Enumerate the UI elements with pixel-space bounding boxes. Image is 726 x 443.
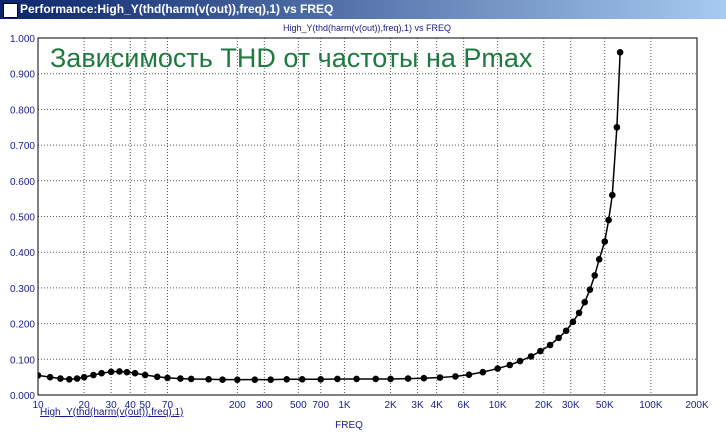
data-point	[65, 375, 73, 383]
legend-entry: High_Y(thd(harm(v(out)),freq),1)	[40, 407, 183, 418]
data-point	[90, 371, 97, 379]
data-point	[436, 374, 444, 381]
data-point	[219, 376, 226, 383]
data-point	[57, 375, 64, 382]
window-icon	[3, 3, 18, 18]
x-axis-label: FREQ	[335, 420, 363, 431]
data-point	[80, 373, 88, 381]
x-tick-label: 20K	[535, 400, 553, 411]
data-point	[591, 272, 599, 279]
x-tick-label: 50K	[596, 400, 614, 411]
data-point	[546, 341, 554, 349]
data-point	[98, 369, 105, 377]
data-point	[608, 191, 616, 199]
data-point	[73, 375, 81, 382]
data-point	[298, 375, 306, 383]
data-point	[605, 216, 612, 224]
y-tick-label: 0.900	[10, 70, 35, 81]
y-tick-label: 1.000	[10, 34, 35, 45]
data-point	[334, 375, 341, 383]
data-point	[107, 368, 115, 376]
chart: High_Y(thd(harm(v(out)),freq),1) vs FREQ…	[0, 19, 726, 443]
data-point	[46, 373, 54, 381]
data-point	[420, 374, 428, 382]
x-tick-label: 100K	[639, 400, 663, 411]
y-tick-label: 0.800	[10, 105, 35, 116]
y-tick-label: 0.700	[10, 141, 35, 152]
x-tick-label: 200K	[685, 400, 709, 411]
data-point	[251, 376, 259, 383]
x-tick-label: 40	[125, 400, 137, 411]
data-point	[116, 368, 123, 375]
data-point	[465, 371, 473, 378]
x-tick-label: 10	[32, 400, 44, 411]
y-tick-label: 0.600	[10, 177, 35, 188]
x-tick-label: 30K	[562, 400, 580, 411]
plot-area	[38, 48, 624, 383]
title-bar: Performance:High_Y(thd(harm(v(out)),freq…	[0, 0, 726, 19]
data-point	[616, 48, 624, 56]
annotation: Зависимость THD от частоты на Pmax	[50, 43, 533, 73]
data-point	[613, 123, 621, 131]
data-point	[516, 357, 524, 365]
x-tick-label: 10K	[489, 400, 507, 411]
y-tick-label: 0.000	[10, 391, 35, 402]
x-tick-label: 500	[290, 400, 307, 411]
y-tick-label: 0.200	[10, 320, 35, 331]
data-point	[601, 238, 609, 245]
data-point	[586, 286, 594, 293]
plot-frame	[37, 37, 698, 396]
data-point	[595, 256, 603, 263]
x-tick-label: 2K	[384, 400, 397, 411]
data-point	[506, 361, 514, 369]
y-tick-label: 0.100	[10, 355, 35, 366]
x-tick-label: 700	[312, 400, 329, 411]
data-point	[317, 375, 325, 383]
window-title: Performance:High_Y(thd(harm(v(out)),freq…	[20, 2, 334, 16]
x-tick-label: 30	[106, 400, 118, 411]
x-tick-label: 20	[79, 400, 91, 411]
x-tick-label: 3K	[411, 400, 424, 411]
data-point	[267, 376, 274, 383]
y-tick-label: 0.400	[10, 248, 35, 259]
data-point	[283, 375, 291, 383]
data-point	[187, 375, 195, 383]
data-point	[575, 309, 583, 317]
data-point	[581, 298, 589, 306]
data-point	[372, 375, 380, 383]
data-point	[452, 373, 459, 380]
data-point	[153, 373, 161, 381]
x-tick-label: 200	[229, 400, 246, 411]
data-point	[569, 318, 577, 326]
data-point	[164, 374, 171, 382]
data-point	[353, 375, 360, 383]
data-point	[562, 327, 570, 335]
x-tick-label: 6K	[458, 400, 471, 411]
data-point	[123, 368, 131, 376]
x-tick-label: 70	[162, 400, 174, 411]
data-point	[555, 334, 562, 342]
data-point	[141, 371, 149, 379]
data-point	[387, 375, 394, 383]
data-point	[131, 369, 139, 377]
data-point	[234, 376, 241, 383]
x-tick-label: 1K	[338, 400, 351, 411]
data-point	[177, 375, 184, 382]
data-point	[527, 353, 535, 360]
data-point	[494, 365, 501, 372]
x-tick-label: 4K	[431, 400, 444, 411]
data-point	[38, 372, 42, 379]
chart-title: High_Y(thd(harm(v(out)),freq),1) vs FREQ	[283, 23, 451, 33]
data-point	[404, 375, 412, 382]
y-tick-label: 0.300	[10, 284, 35, 295]
data-point	[205, 375, 212, 383]
x-tick-label: 50	[140, 400, 152, 411]
data-point	[537, 347, 544, 355]
x-tick-label: 300	[256, 400, 273, 411]
data-point	[479, 368, 487, 376]
y-tick-label: 0.500	[10, 213, 35, 224]
